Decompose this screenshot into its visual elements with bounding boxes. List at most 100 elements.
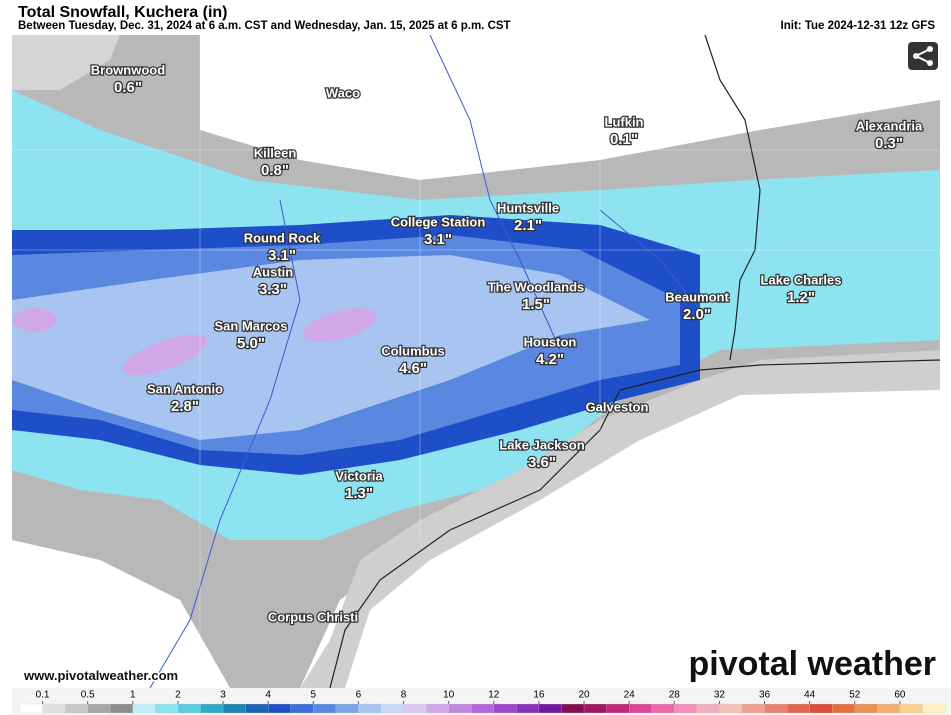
legend-tick-label: 32 — [714, 690, 726, 701]
snowfall-value: 3.1" — [268, 247, 296, 264]
share-button[interactable] — [908, 42, 938, 70]
snowfall-value: 0.3" — [875, 135, 903, 152]
city-name: Lake Jackson — [499, 437, 584, 452]
share-icon — [927, 60, 933, 66]
snowfall-value: 2.1" — [514, 217, 542, 234]
legend-tick-label: 6 — [356, 690, 362, 701]
legend-tick-label: 1 — [130, 690, 136, 701]
legend-swatch — [606, 703, 630, 714]
legend-swatch — [583, 703, 608, 714]
legend-swatch — [899, 703, 924, 714]
snowfall-value: 4.2" — [536, 351, 564, 368]
legend-swatch — [832, 703, 856, 714]
legend-swatch — [155, 703, 179, 714]
legend-swatch — [313, 703, 337, 714]
gulf — [345, 390, 940, 688]
legend-tick-label: 44 — [804, 690, 816, 701]
city-name: Beaumont — [665, 289, 729, 304]
legend-swatch — [110, 703, 134, 714]
legend-tick-label: 2 — [175, 690, 181, 701]
legend-swatch — [425, 703, 450, 714]
legend-swatch — [674, 703, 698, 714]
legend-swatch — [87, 703, 111, 714]
city-name: Victoria — [335, 468, 383, 483]
snowfall-value: 1.2" — [787, 289, 815, 306]
legend-tick-label: 0.1 — [36, 690, 50, 701]
city-name: Lufkin — [605, 114, 644, 129]
snowfall-value: 2.8" — [171, 398, 199, 415]
legend-tick-label: 12 — [488, 690, 500, 701]
legend-swatch — [696, 703, 721, 714]
city-name: San Marcos — [215, 318, 288, 333]
legend-swatch — [922, 703, 946, 714]
city-name: Alexandria — [856, 118, 923, 133]
county-line — [12, 35, 940, 688]
legend-swatch — [200, 703, 224, 714]
legend-swatch — [268, 703, 292, 714]
brand-logo: pivotal weather — [688, 645, 936, 683]
legend-tick-label: 0.5 — [81, 690, 95, 701]
legend-swatch — [64, 703, 89, 714]
legend-swatch — [358, 703, 382, 714]
legend-tick-label: 5 — [311, 690, 317, 701]
city-name: Waco — [326, 85, 360, 100]
legend-swatch — [741, 703, 766, 714]
legend-swatch — [222, 703, 247, 714]
legend-swatch — [854, 703, 878, 714]
city-labels: Brownwood 0.6" Waco Killeen 0.8" Lufkin 0.1" Al… — [90, 61, 925, 626]
legend-swatch — [516, 703, 540, 714]
legend-swatch — [493, 703, 517, 714]
city-name: Houston — [524, 334, 577, 349]
legend-tick-label: 60 — [894, 690, 906, 701]
legend-tick-label: 8 — [401, 690, 407, 701]
snow-region — [303, 308, 377, 342]
coastline — [329, 359, 941, 689]
city-name: College Station — [391, 214, 486, 229]
city-name: The Woodlands — [488, 279, 585, 294]
legend-swatch — [719, 703, 743, 714]
legend-swatch — [19, 703, 44, 714]
legend-swatch — [177, 703, 202, 714]
snowfall-value: 3.1" — [424, 231, 452, 248]
snowfall-value: 1.3" — [345, 485, 373, 502]
city-name: Corpus Christi — [268, 609, 358, 624]
legend-tick-label: 20 — [578, 690, 590, 701]
city-name: Huntsville — [497, 200, 559, 215]
legend-swatch — [877, 703, 901, 714]
legend-swatch — [471, 703, 495, 714]
share-button-bg[interactable] — [908, 42, 938, 70]
city-name: Galveston — [586, 399, 649, 414]
init-time: Init: Tue 2024-12-31 12z GFS — [781, 20, 936, 32]
city-name: Round Rock — [244, 230, 321, 245]
state-border — [704, 34, 761, 361]
snowfall-value: 3.3" — [259, 281, 287, 298]
snowfall-value: 4.6" — [399, 360, 427, 377]
legend-swatch — [561, 703, 585, 714]
legend-tick-label: 3 — [220, 690, 226, 701]
snowfall-value: 0.6" — [114, 79, 142, 96]
city-name: Brownwood — [91, 62, 165, 77]
city-name: San Antonio — [147, 381, 223, 396]
snowfall-value: 1.5" — [522, 296, 550, 313]
river — [149, 34, 701, 689]
share-icon — [927, 46, 933, 52]
snowfall-value: 2.0" — [683, 306, 711, 323]
legend-swatch — [335, 703, 360, 714]
legend-swatch — [380, 703, 405, 714]
snow-region — [12, 35, 120, 90]
legend-tick-label: 36 — [759, 690, 771, 701]
map-area — [12, 34, 941, 689]
legend-swatch — [786, 703, 811, 714]
legend-swatch — [245, 703, 269, 714]
city-name: Lake Charles — [761, 272, 842, 287]
legend-swatch — [448, 703, 472, 714]
legend-tick-label: 52 — [849, 690, 861, 701]
snowfall-value: 0.8" — [261, 162, 289, 179]
legend-swatch — [403, 703, 427, 714]
city-name: Austin — [253, 264, 294, 279]
legend: 0.1 0.5 1 2 3 4 5 6 8 10 12 16 20 24 28 32 36 44 52 60 — [12, 688, 951, 715]
legend-swatch — [290, 703, 314, 714]
legend-swatch — [42, 703, 66, 714]
legend-tick-label: 16 — [533, 690, 545, 701]
legend-swatch — [764, 703, 788, 714]
